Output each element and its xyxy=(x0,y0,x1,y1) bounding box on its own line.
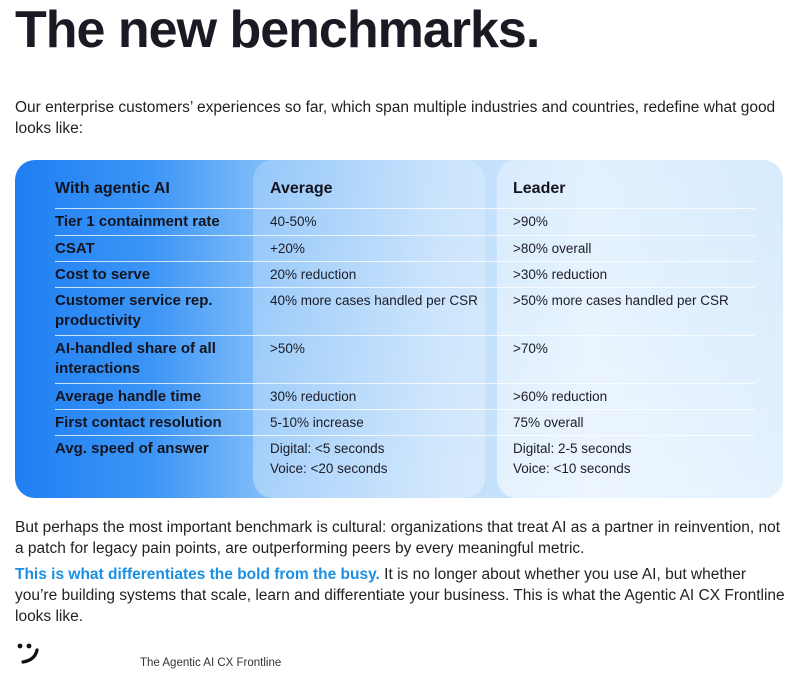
row-label: Tier 1 containment rate xyxy=(55,213,220,230)
row-average: 30% reduction xyxy=(270,389,357,404)
row-average: Digital: <5 seconds xyxy=(270,441,385,456)
row-leader: >30% reduction xyxy=(513,267,608,282)
row-leader: 75% overall xyxy=(513,415,584,430)
row-label: CSAT xyxy=(55,240,95,257)
smile-logo-icon xyxy=(17,643,39,664)
cultural-benchmark-text: But perhaps the most important benchmark… xyxy=(15,519,781,557)
row-leader: >90% xyxy=(513,214,548,229)
row-leader: >70% xyxy=(513,341,548,356)
row-label: Cost to serve xyxy=(55,266,151,283)
row-leader: >60% reduction xyxy=(513,389,608,404)
intro-text: Our enterprise customers’ experiences so… xyxy=(15,99,776,137)
row-label: AI-handled share of all interactions xyxy=(55,340,216,377)
footer-text: The Agentic AI CX Frontline xyxy=(140,657,282,669)
row-average-line2: Voice: <20 seconds xyxy=(270,461,388,476)
page-title: The new benchmarks. xyxy=(15,1,540,59)
highlight-text: This is what differentiates the bold fro… xyxy=(15,566,380,583)
row-label: First contact resolution xyxy=(55,414,222,431)
differentiates-text: This is what differentiates the bold fro… xyxy=(15,564,790,627)
header-average: Average xyxy=(270,180,333,197)
leader-column-bg xyxy=(497,160,783,498)
row-label: Avg. speed of answer xyxy=(55,440,209,457)
row-average: 40% more cases handled per CSR xyxy=(270,293,478,308)
row-leader: Digital: 2-5 seconds xyxy=(513,441,632,456)
header-with-agentic-ai: With agentic AI xyxy=(55,180,170,197)
row-average: 5-10% increase xyxy=(270,415,364,430)
row-average: >50% xyxy=(270,341,305,356)
row-leader-line2: Voice: <10 seconds xyxy=(513,461,631,476)
row-average: 20% reduction xyxy=(270,267,357,282)
row-average: 40-50% xyxy=(270,214,317,229)
average-column-bg xyxy=(253,160,485,498)
row-leader: >80% overall xyxy=(513,241,592,256)
benchmark-table: With agentic AI Average Leader Tier 1 co… xyxy=(15,160,783,498)
row-average: +20% xyxy=(270,241,305,256)
row-leader: >50% more cases handled per CSR xyxy=(513,293,729,308)
header-leader: Leader xyxy=(513,180,566,197)
differentiates-rest: It is no longer about whether you use AI… xyxy=(15,566,785,625)
row-label: Customer service rep. productivity xyxy=(55,292,213,329)
row-label: Average handle time xyxy=(55,388,202,405)
